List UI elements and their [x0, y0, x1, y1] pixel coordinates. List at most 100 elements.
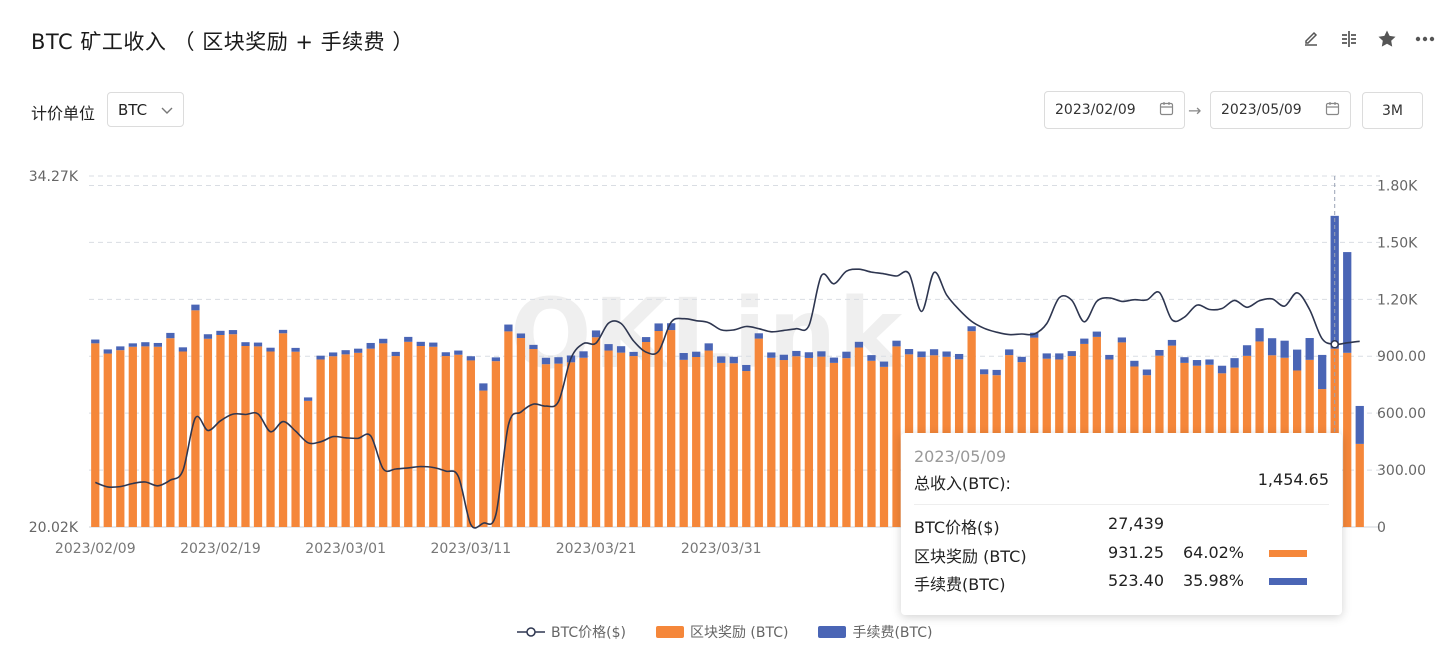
- bar-fee[interactable]: [829, 357, 839, 363]
- bar-fee[interactable]: [128, 343, 137, 347]
- bar-fee[interactable]: [1217, 365, 1227, 374]
- bar-fee[interactable]: [1343, 252, 1352, 353]
- bar-fee[interactable]: [854, 341, 864, 348]
- bar-reward[interactable]: [842, 358, 851, 527]
- range-3m-button[interactable]: 3M: [1362, 92, 1423, 129]
- bar-reward[interactable]: [892, 346, 901, 527]
- bar-reward[interactable]: [754, 338, 763, 527]
- bar-reward[interactable]: [529, 349, 538, 527]
- bar-fee[interactable]: [1192, 360, 1202, 366]
- bar-fee[interactable]: [529, 344, 538, 350]
- bar-fee[interactable]: [1117, 337, 1126, 343]
- bar-reward[interactable]: [1092, 336, 1101, 527]
- bar-fee[interactable]: [1167, 339, 1177, 346]
- bar-fee[interactable]: [454, 350, 463, 355]
- bar-fee[interactable]: [216, 330, 225, 335]
- bar-fee[interactable]: [91, 339, 100, 344]
- bar-reward[interactable]: [216, 334, 225, 527]
- bar-fee[interactable]: [616, 346, 626, 353]
- end-date-input[interactable]: 2023/05/09: [1210, 91, 1351, 129]
- bar-fee[interactable]: [429, 342, 438, 347]
- bar-fee[interactable]: [717, 356, 726, 363]
- bar-reward[interactable]: [379, 343, 388, 527]
- bar-fee[interactable]: [1105, 354, 1114, 360]
- bar-fee[interactable]: [116, 346, 125, 351]
- bar-fee[interactable]: [767, 352, 776, 358]
- bar-reward[interactable]: [667, 330, 676, 527]
- bar-reward[interactable]: [454, 354, 463, 527]
- bar-fee[interactable]: [178, 347, 188, 352]
- bar-fee[interactable]: [1005, 349, 1014, 356]
- bar-fee[interactable]: [341, 350, 350, 355]
- bar-reward[interactable]: [879, 366, 889, 527]
- bar-fee[interactable]: [491, 357, 501, 362]
- bar-fee[interactable]: [1142, 369, 1152, 376]
- bar-fee[interactable]: [879, 361, 889, 367]
- bar-fee[interactable]: [303, 397, 313, 401]
- bar-reward[interactable]: [1355, 443, 1364, 527]
- bar-fee[interactable]: [1042, 353, 1051, 359]
- bar-reward[interactable]: [779, 360, 788, 527]
- bar-reward[interactable]: [817, 356, 826, 527]
- bar-fee[interactable]: [929, 349, 939, 356]
- bar-reward[interactable]: [704, 350, 713, 527]
- bar-fee[interactable]: [416, 341, 425, 346]
- bar-fee[interactable]: [1205, 359, 1214, 365]
- legend-item-price[interactable]: BTC价格($): [517, 622, 626, 642]
- unit-select[interactable]: BTC: [107, 92, 184, 127]
- bar-fee[interactable]: [1180, 357, 1189, 363]
- bar-reward[interactable]: [341, 354, 350, 527]
- bar-fee[interactable]: [804, 352, 814, 358]
- star-icon[interactable]: [1376, 28, 1398, 50]
- bar-fee[interactable]: [591, 330, 601, 338]
- bar-fee[interactable]: [366, 342, 375, 349]
- bar-reward[interactable]: [366, 348, 375, 527]
- bar-fee[interactable]: [203, 334, 213, 339]
- bar-fee[interactable]: [166, 332, 175, 339]
- bar-reward[interactable]: [128, 346, 137, 527]
- bar-fee[interactable]: [1230, 358, 1239, 368]
- bar-fee[interactable]: [1305, 338, 1314, 360]
- bar-fee[interactable]: [228, 330, 238, 335]
- bar-reward[interactable]: [354, 352, 363, 527]
- bar-reward[interactable]: [829, 362, 839, 527]
- bar-reward[interactable]: [792, 356, 801, 527]
- bar-reward[interactable]: [742, 371, 751, 527]
- bar-fee[interactable]: [1267, 338, 1277, 356]
- bar-fee[interactable]: [541, 357, 551, 365]
- bar-reward[interactable]: [278, 333, 288, 527]
- more-icon[interactable]: [1414, 28, 1436, 50]
- bar-fee[interactable]: [103, 349, 112, 354]
- bar-fee[interactable]: [153, 342, 162, 347]
- bar-fee[interactable]: [278, 329, 288, 334]
- bar-reward[interactable]: [203, 338, 213, 527]
- legend-item-fee[interactable]: 手续费(BTC): [818, 622, 933, 642]
- bar-fee[interactable]: [942, 351, 951, 357]
- compare-icon[interactable]: [1338, 28, 1360, 50]
- bar-reward[interactable]: [616, 352, 626, 527]
- bar-fee[interactable]: [654, 323, 663, 332]
- bar-reward[interactable]: [729, 363, 738, 527]
- bar-fee[interactable]: [729, 356, 738, 364]
- bar-fee[interactable]: [1280, 340, 1289, 358]
- bar-fee[interactable]: [742, 364, 751, 372]
- bar-fee[interactable]: [441, 352, 450, 357]
- bar-reward[interactable]: [266, 351, 275, 528]
- bar-fee[interactable]: [266, 347, 275, 352]
- bar-fee[interactable]: [1155, 349, 1164, 356]
- bar-fee[interactable]: [1017, 356, 1026, 363]
- bar-fee[interactable]: [692, 351, 701, 358]
- bar-fee[interactable]: [954, 353, 964, 360]
- bar-reward[interactable]: [316, 359, 325, 527]
- bar-fee[interactable]: [391, 351, 400, 357]
- bar-reward[interactable]: [391, 356, 400, 527]
- bar-fee[interactable]: [629, 351, 638, 357]
- bar-reward[interactable]: [429, 346, 438, 527]
- bar-reward[interactable]: [629, 356, 638, 527]
- bar-reward[interactable]: [867, 360, 876, 527]
- bar-fee[interactable]: [316, 355, 325, 360]
- bar-reward[interactable]: [491, 361, 501, 527]
- bar-reward[interactable]: [804, 357, 814, 527]
- bar-reward[interactable]: [854, 347, 864, 527]
- bar-reward[interactable]: [228, 334, 238, 527]
